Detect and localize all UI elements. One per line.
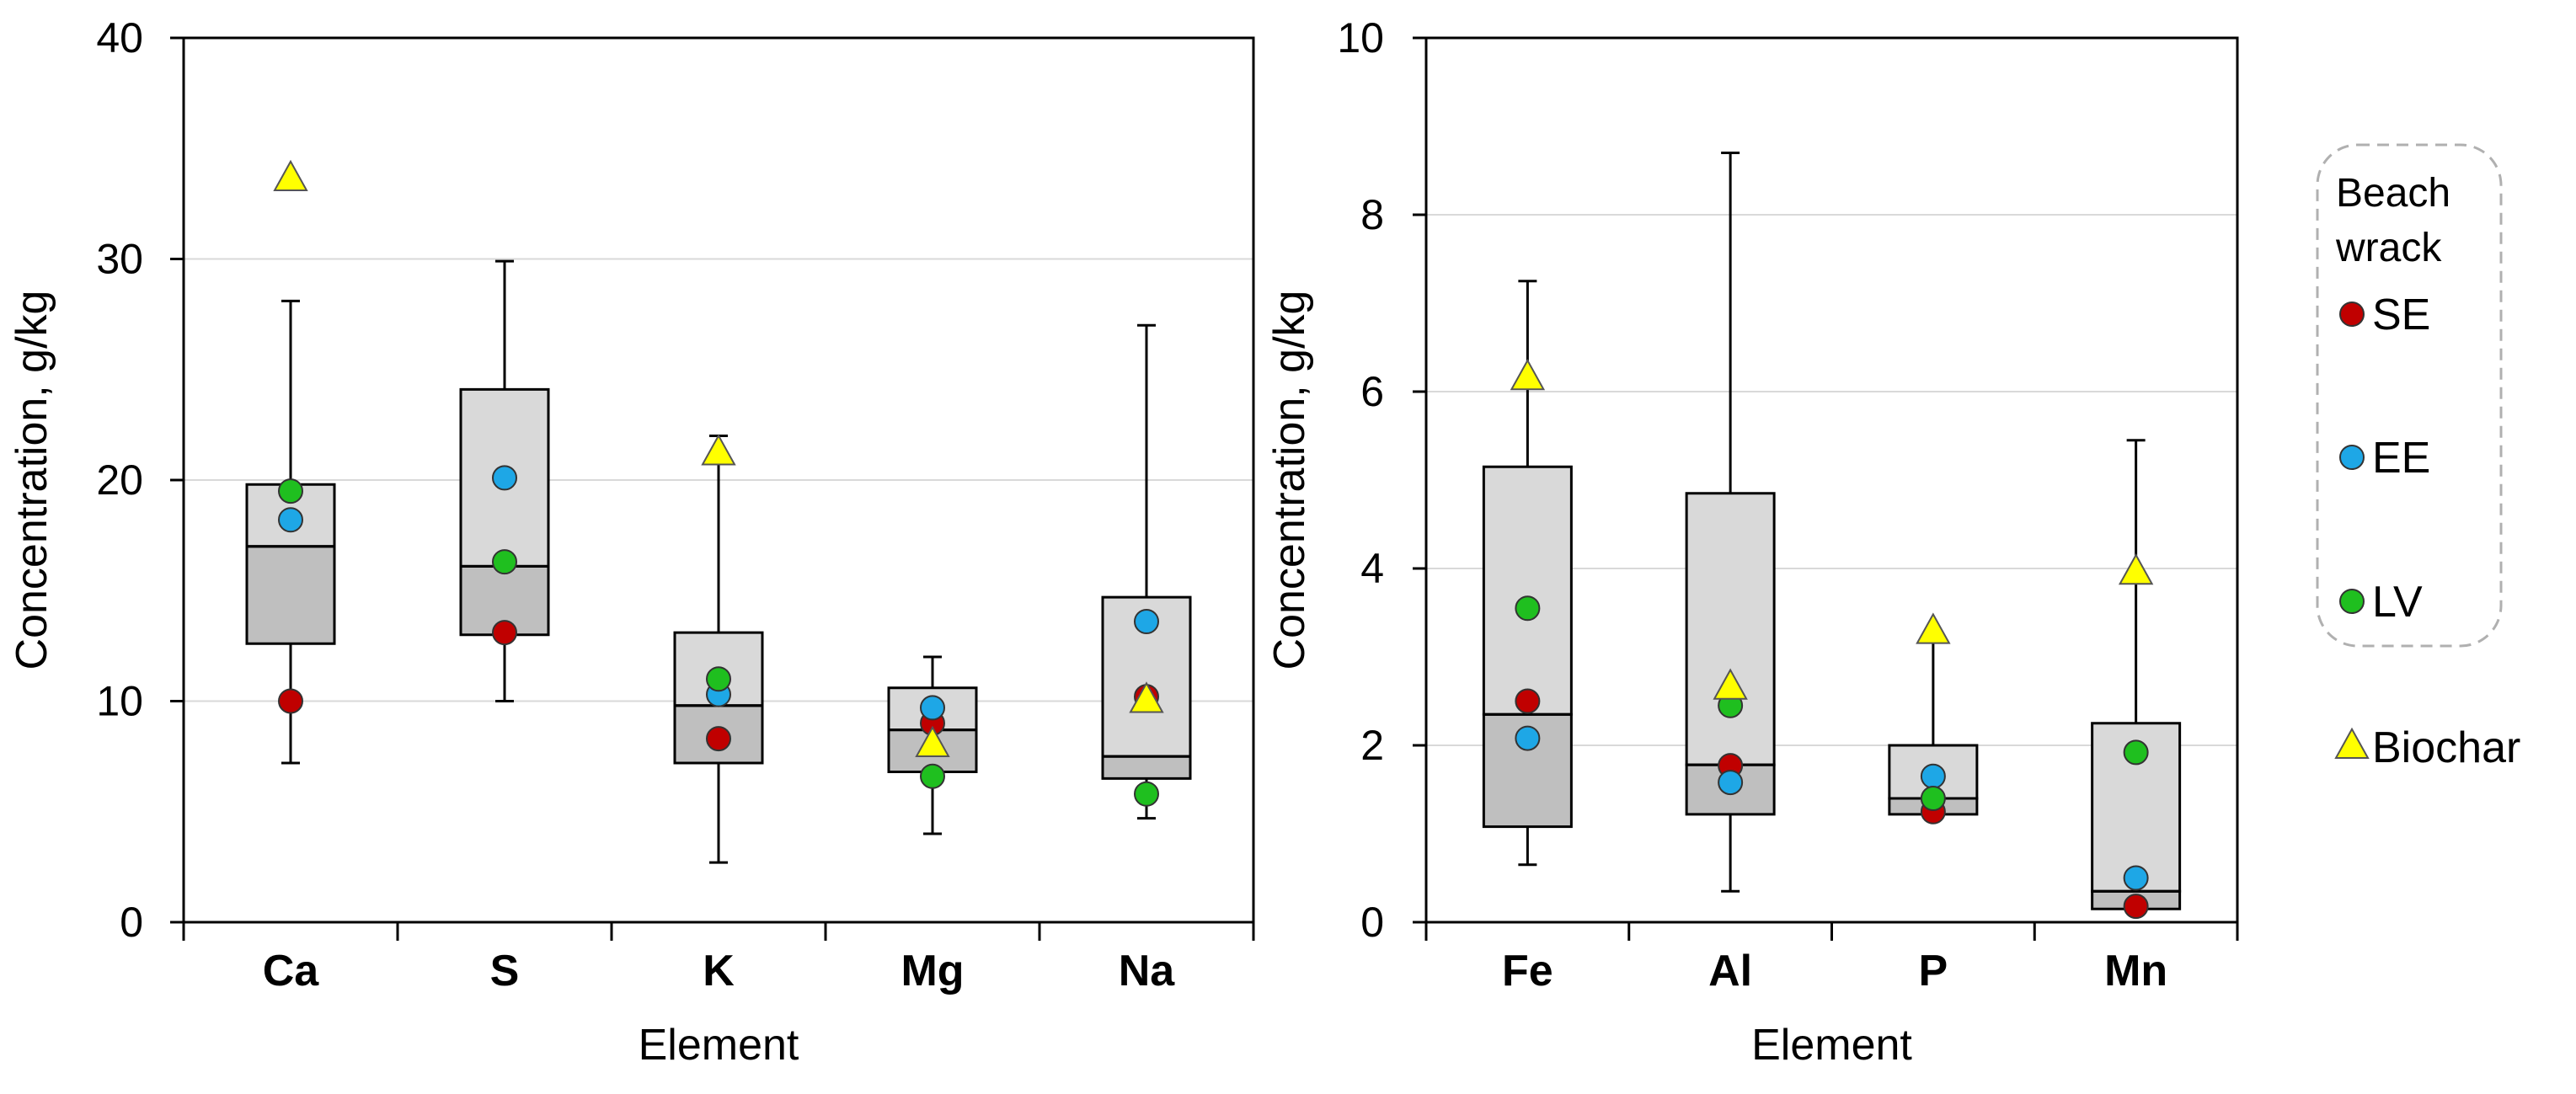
category-label-fe: Fe — [1502, 947, 1553, 995]
marker-ee-na — [1134, 609, 1159, 634]
legend-label-lv: LV — [2372, 578, 2423, 627]
left-panel: 0 10 20 30 40 Ca S K Mg Na Element Concentration, g… — [8, 14, 1255, 1070]
y-tick-label: 8 — [1360, 191, 1384, 238]
marker-ee-s — [492, 465, 517, 491]
category-label-s: S — [490, 947, 520, 995]
category-label-p: P — [1919, 947, 1948, 995]
legend-marker-se — [2339, 302, 2365, 327]
marker-biochar-fe — [1510, 358, 1546, 391]
marker-lv-na — [1134, 781, 1159, 807]
category-label-k: K — [703, 947, 735, 995]
legend-label-ee: EE — [2372, 434, 2430, 483]
marker-ee-mn — [2123, 865, 2149, 891]
marker-biochar-mn — [2118, 552, 2154, 585]
y-tick-label: 2 — [1360, 722, 1384, 769]
category-label-mn: Mn — [2104, 947, 2167, 995]
legend-marker-ee — [2339, 445, 2365, 470]
y-tick-label: 10 — [1337, 14, 1384, 61]
box-upper-Fe — [1482, 465, 1573, 716]
marker-lv-mg — [920, 763, 945, 789]
y-tick-label: 30 — [96, 236, 143, 283]
x-axis-title: Element — [639, 1021, 799, 1070]
y-tick-label: 0 — [1360, 899, 1384, 946]
marker-ee-al — [1718, 770, 1744, 796]
legend-group-title-line1: Beach — [2336, 171, 2450, 216]
y-tick-label: 20 — [96, 456, 143, 504]
marker-ee-mg — [920, 695, 945, 721]
box-lower-Na — [1101, 755, 1192, 780]
category-label-na: Na — [1119, 947, 1176, 995]
y-axis-title: Concentration, g/kg — [1265, 291, 1314, 670]
y-tick-label: 10 — [96, 678, 143, 725]
legend-label-se: SE — [2372, 291, 2430, 339]
box-upper-Mn — [2091, 722, 2182, 893]
marker-biochar-na — [1129, 681, 1164, 713]
marker-se-mn — [2123, 894, 2149, 920]
category-label-ca: Ca — [263, 947, 320, 995]
y-tick-label: 0 — [120, 899, 143, 946]
marker-ee-p — [1920, 763, 1946, 789]
category-label-al: Al — [1708, 947, 1752, 995]
marker-se-s — [492, 620, 517, 646]
marker-biochar-ca — [273, 159, 308, 191]
marker-lv-s — [492, 549, 517, 575]
legend-group-frame — [2316, 143, 2503, 648]
y-axis-title: Concentration, g/kg — [8, 291, 56, 670]
right-panel: 0 2 4 6 8 10 Fe Al P Mn Element Concentration, g/kg — [1265, 14, 2239, 1070]
y-tick-label: 6 — [1360, 368, 1384, 415]
marker-se-fe — [1515, 688, 1541, 714]
y-tick-label: 4 — [1360, 545, 1384, 592]
legend-marker-biochar — [2334, 727, 2370, 759]
legend-marker-lv — [2339, 589, 2365, 614]
marker-lv-mn — [2123, 739, 2149, 766]
y-tick-label: 40 — [96, 14, 143, 61]
marker-lv-p — [1920, 786, 1946, 811]
marker-biochar-k — [701, 434, 736, 466]
box-upper-Al — [1685, 492, 1776, 766]
marker-lv-ca — [278, 478, 303, 504]
legend-group-title-line2: wrack — [2335, 226, 2442, 270]
legend-label-biochar: Biochar — [2372, 723, 2520, 772]
marker-ee-fe — [1515, 725, 1541, 751]
marker-biochar-al — [1713, 668, 1748, 700]
box-lower-Ca — [245, 545, 336, 645]
marker-biochar-mg — [915, 725, 950, 757]
marker-lv-k — [706, 666, 731, 692]
marker-ee-ca — [278, 507, 303, 533]
marker-se-ca — [278, 688, 303, 714]
category-label-mg: Mg — [901, 947, 964, 995]
marker-lv-fe — [1515, 595, 1541, 622]
legend: Beach wrack SE EE LV Biochar — [2316, 143, 2520, 772]
x-axis-title: Element — [1751, 1021, 1912, 1070]
marker-biochar-p — [1916, 612, 1951, 644]
marker-se-k — [706, 726, 731, 752]
